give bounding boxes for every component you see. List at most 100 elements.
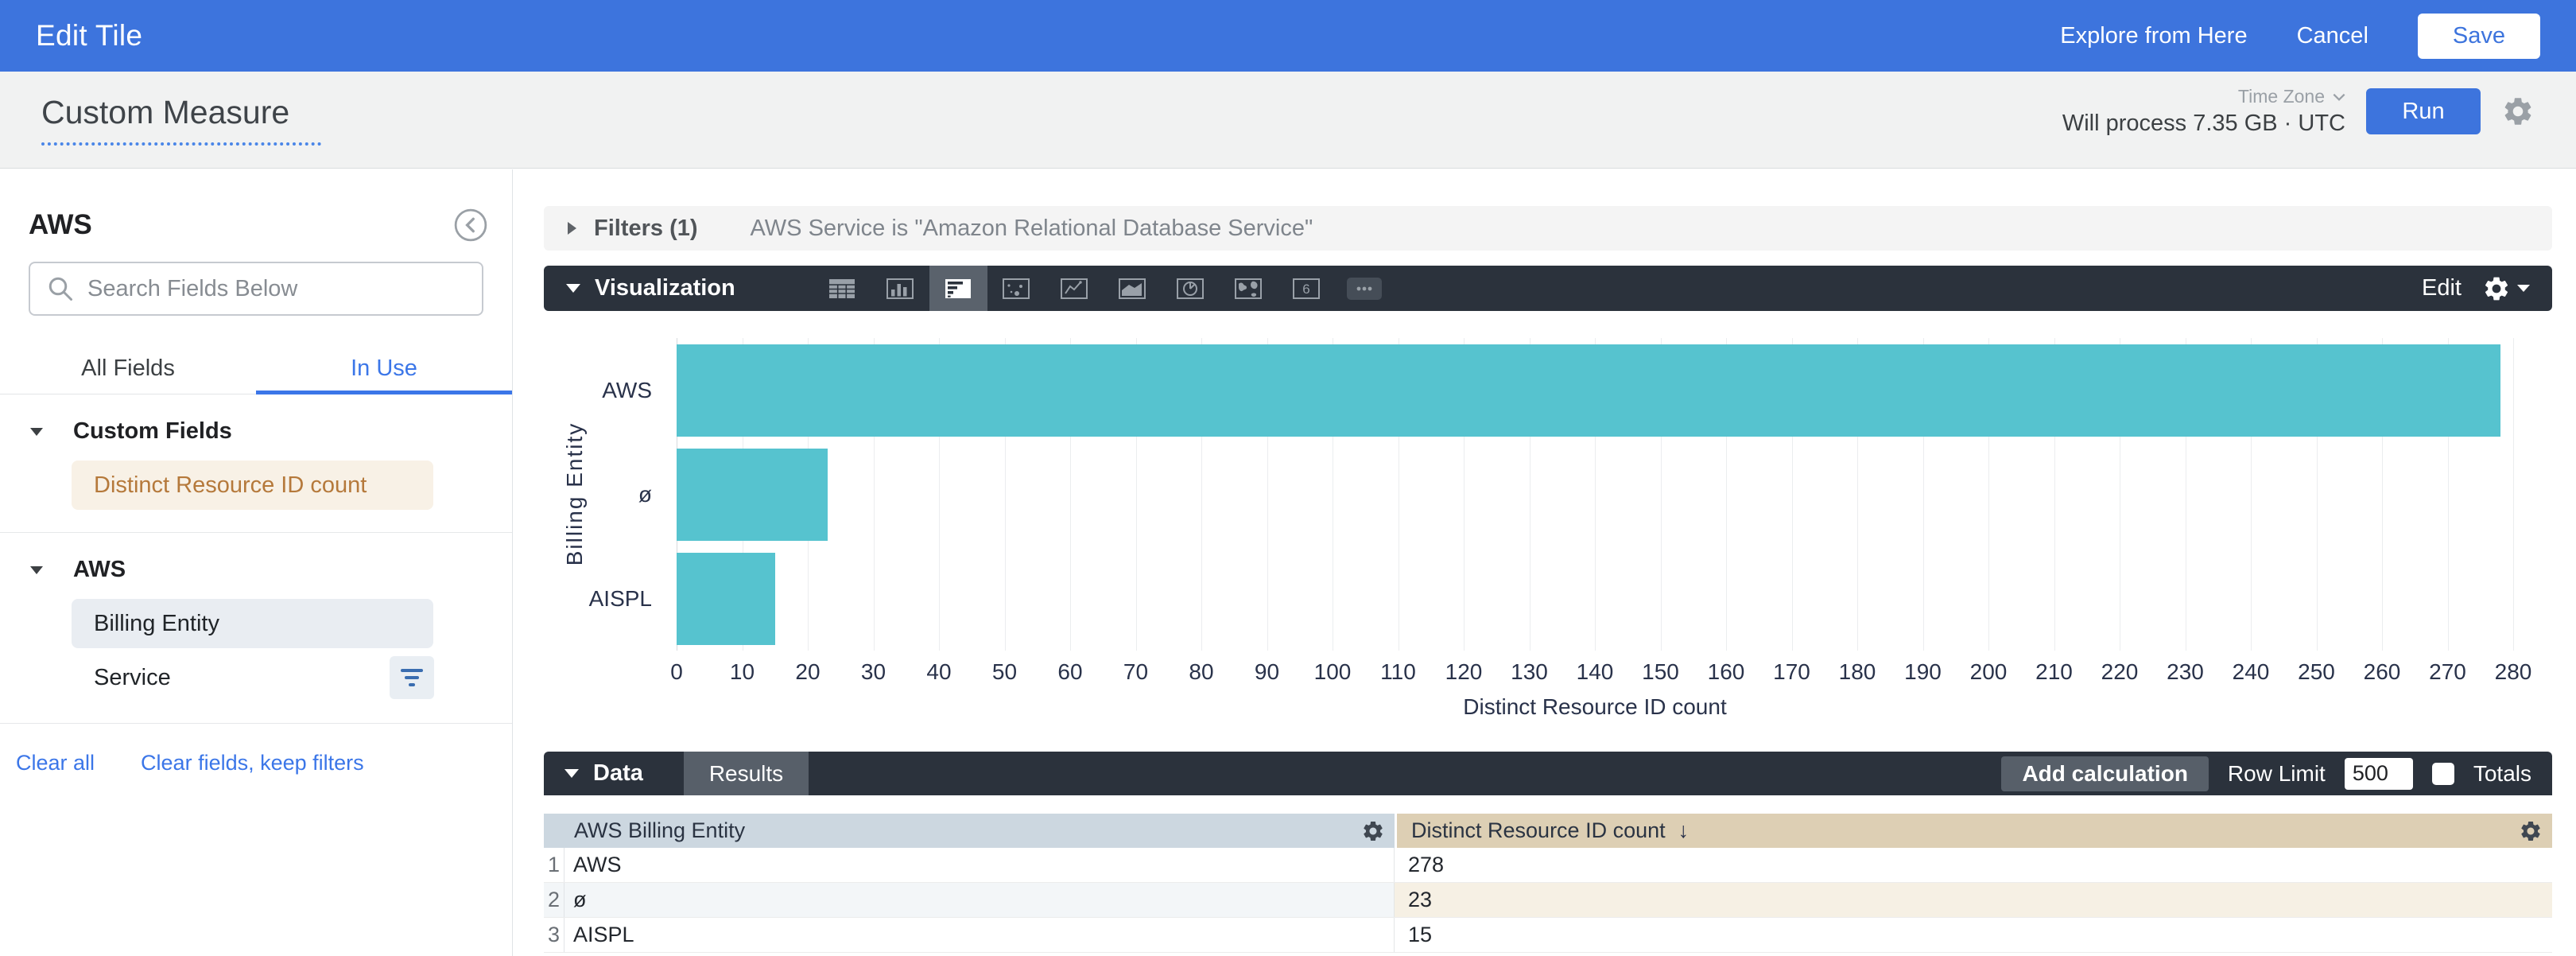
bar-ø[interactable] (677, 448, 828, 541)
table-body: 1 AWS 278 2 ø 23 3 AISPL 15 (544, 848, 2552, 953)
bar-AISPL[interactable] (677, 552, 775, 645)
visualization-toolbar: Visualization (544, 266, 2552, 311)
gridline (1857, 338, 1858, 651)
section-aws[interactable]: AWS (0, 533, 512, 583)
x-tick-label: 250 (2298, 659, 2335, 684)
collapse-sidebar-icon[interactable] (453, 208, 488, 243)
gridline (1201, 338, 1202, 651)
time-zone-label: Time Zone (2237, 86, 2325, 107)
clear-fields-keep-filters-link[interactable]: Clear fields, keep filters (141, 751, 364, 775)
gridline (873, 338, 875, 651)
column-gear-icon[interactable] (2519, 819, 2543, 843)
area-chart-icon[interactable] (1104, 266, 1162, 311)
y-category-label: AWS (602, 377, 652, 402)
run-button[interactable]: Run (2366, 88, 2481, 134)
explore-name: AWS (29, 209, 92, 240)
cell-distinct-resource-id-count[interactable]: 278 (1408, 853, 1445, 876)
field-distinct-resource-id-count[interactable]: Distinct Resource ID count (72, 461, 433, 510)
tab-in-use[interactable]: In Use (351, 355, 417, 381)
x-tick-label: 200 (1969, 659, 2008, 684)
data-toolbar: Data Results Add calculation Row Limit T… (544, 752, 2552, 795)
cancel-button[interactable]: Cancel (2296, 22, 2368, 49)
caret-down-icon[interactable] (566, 284, 580, 293)
x-tick-label: 90 (1254, 659, 1280, 684)
filters-label: Filters (1) (594, 215, 698, 241)
cell-distinct-resource-id-count[interactable]: 23 (1395, 883, 2552, 917)
line-chart-icon[interactable] (1046, 266, 1104, 311)
bar-chart: Billing Entity AWS ø AISPL 0 10 20 30 40 50 60 70… (514, 311, 2576, 752)
field-service[interactable]: Service (72, 655, 491, 701)
clear-all-link[interactable]: Clear all (16, 751, 95, 775)
cell-billing-entity[interactable]: ø (564, 883, 1395, 917)
process-estimate-text: Will process 7.35 GB · UTC (2062, 111, 2345, 136)
x-tick-label: 60 (1057, 659, 1083, 684)
caret-down-icon[interactable] (564, 769, 579, 778)
cell-distinct-resource-id-count[interactable]: 15 (1408, 923, 1433, 946)
map-chart-icon[interactable] (1220, 266, 1278, 311)
gridline (2054, 338, 2055, 651)
query-title[interactable]: Custom Measure (41, 94, 322, 146)
divider (0, 723, 512, 724)
caret-right-icon (568, 222, 576, 235)
x-tick-label: 260 (2363, 659, 2401, 684)
pie-chart-icon[interactable] (1162, 266, 1220, 311)
table-row: 1 AWS 278 (544, 848, 2552, 883)
column-header-distinct-resource-id-count[interactable]: Distinct Resource ID count ↓ (1397, 814, 2552, 848)
column-gear-icon[interactable] (1361, 819, 1385, 843)
x-tick-label: 140 (1576, 659, 1614, 684)
x-tick-label: 100 (1313, 659, 1352, 684)
gridline (2316, 338, 2318, 651)
search-icon (48, 277, 72, 301)
gridline (2251, 338, 2252, 651)
totals-checkbox[interactable] (2431, 762, 2454, 785)
bar-chart-icon[interactable] (929, 266, 987, 311)
tab-all-fields[interactable]: All Fields (81, 355, 175, 381)
x-tick-label: 120 (1445, 659, 1483, 684)
scatter-plot-icon[interactable] (987, 266, 1046, 311)
page-title: Edit Tile (36, 19, 143, 52)
app-actions: Explore from Here Cancel Save (2060, 13, 2540, 59)
chevron-down-icon (2333, 93, 2345, 101)
more-chart-types-icon[interactable] (1336, 266, 1394, 311)
table-chart-icon[interactable] (813, 266, 871, 311)
filter-icon[interactable] (390, 656, 434, 699)
row-limit-label: Row Limit (2227, 760, 2326, 786)
x-tick-label: 80 (1189, 659, 1214, 684)
x-axis-ticks: 0 10 20 30 40 50 60 70 80 90 100 110 120 130 140 150 160… (670, 659, 2531, 688)
table-row: 3 AISPL 15 (544, 918, 2552, 953)
column-chart-icon[interactable] (871, 266, 929, 311)
cell-billing-entity[interactable]: AWS (564, 848, 1395, 882)
gridline (1135, 338, 1137, 651)
field-billing-entity[interactable]: Billing Entity (72, 599, 433, 648)
explore-from-here-link[interactable]: Explore from Here (2060, 22, 2248, 49)
x-tick-label: 240 (2232, 659, 2270, 684)
totals-label: Totals (2473, 760, 2531, 786)
search-input[interactable] (86, 274, 482, 303)
y-category-label: AISPL (588, 585, 652, 611)
cell-billing-entity[interactable]: AISPL (564, 918, 1395, 952)
add-calculation-button[interactable]: Add calculation (2001, 756, 2209, 791)
gear-icon[interactable] (2501, 95, 2535, 128)
section-custom-fields[interactable]: Custom Fields (0, 394, 512, 445)
caret-down-icon (30, 565, 43, 574)
table-row: 2 ø 23 (544, 883, 2552, 918)
x-tick-label: 230 (2167, 659, 2204, 684)
single-value-icon[interactable]: 6 (1278, 266, 1336, 311)
column-header-billing-entity[interactable]: AWS Billing Entity (544, 814, 1395, 848)
x-tick-label: 270 (2429, 659, 2466, 684)
gridline (1922, 338, 1924, 651)
time-zone-dropdown[interactable]: Time Zone (2238, 86, 2345, 107)
save-button[interactable]: Save (2417, 13, 2540, 59)
gear-icon (2485, 277, 2508, 300)
row-limit-input[interactable] (2344, 757, 2413, 790)
gridline (2382, 338, 2383, 651)
filters-bar[interactable]: Filters (1) AWS Service is "Amazon Relat… (544, 206, 2552, 251)
x-tick-label: 280 (2494, 659, 2532, 684)
results-tab[interactable]: Results (684, 752, 809, 795)
caret-down-icon (30, 427, 43, 436)
visualization-settings-dropdown[interactable] (2482, 274, 2530, 303)
x-tick-label: 50 (991, 659, 1018, 684)
caret-down-icon (2517, 285, 2530, 292)
edit-visualization-button[interactable]: Edit (2422, 275, 2462, 301)
bar-AWS[interactable] (677, 344, 2500, 437)
